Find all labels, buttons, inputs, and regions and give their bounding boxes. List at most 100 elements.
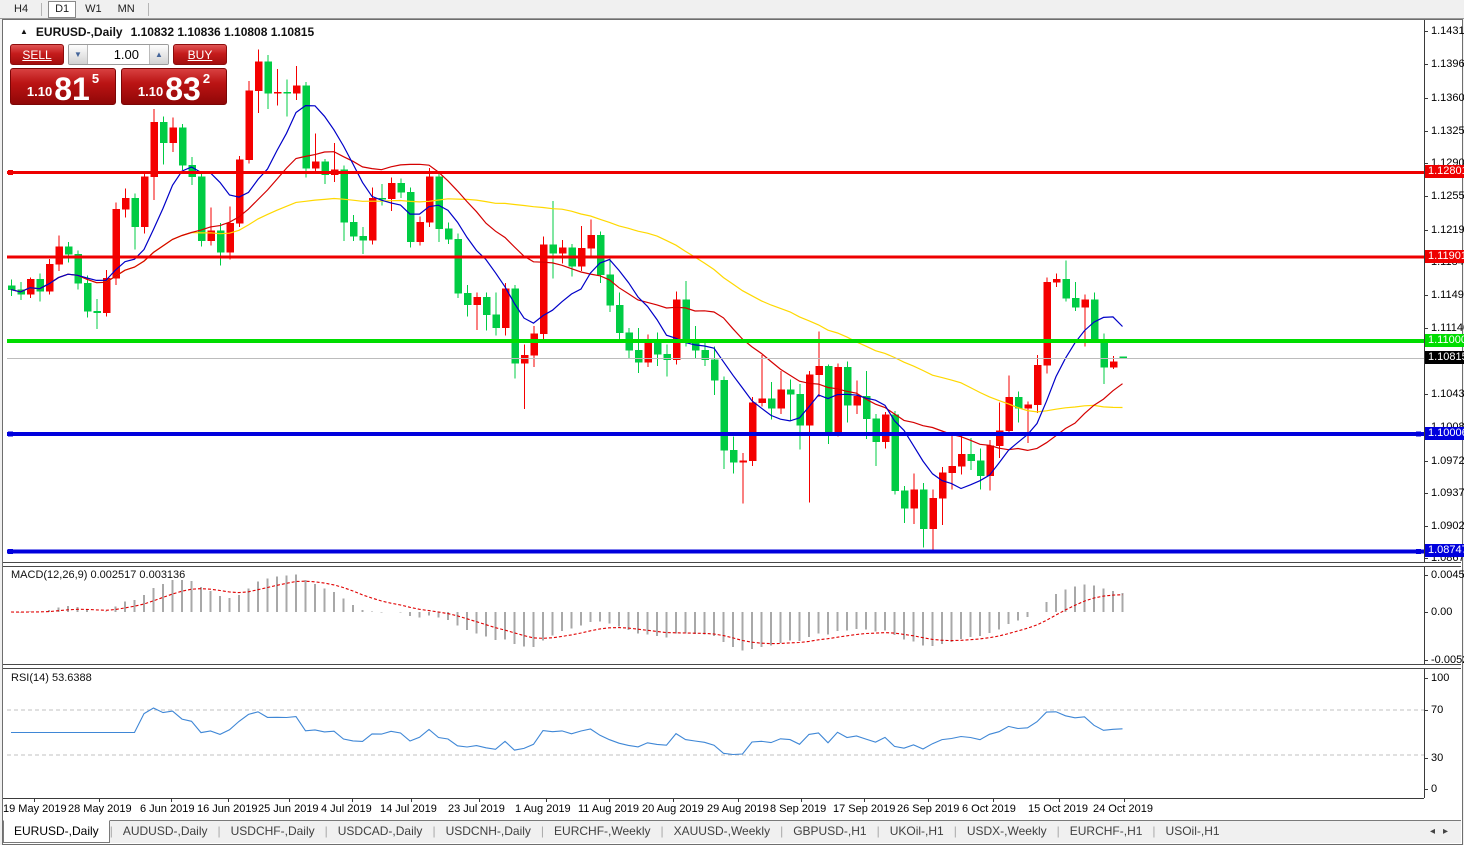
sell-price-sup: 5 bbox=[91, 71, 100, 86]
price-axis-line bbox=[1424, 20, 1425, 798]
date-tick-mark bbox=[864, 799, 865, 802]
date-tick-mark bbox=[352, 799, 353, 802]
symbol-tab-eurchfweekly[interactable]: EURCHF-,Weekly bbox=[554, 824, 651, 838]
level-line-handle[interactable] bbox=[1416, 431, 1421, 437]
price-tick-mark bbox=[1424, 31, 1428, 32]
volume-input[interactable] bbox=[88, 45, 149, 64]
ma-slow-line bbox=[10, 197, 1123, 413]
date-label: 15 Oct 2019 bbox=[1028, 803, 1088, 815]
timeframe-toolbar: H4 D1 W1 MN bbox=[0, 0, 1464, 19]
sell-button[interactable]: SELL bbox=[10, 44, 64, 65]
symbol-tab-ukoilh1[interactable]: UKOil-,H1 bbox=[889, 824, 944, 838]
tab-separator: | bbox=[432, 824, 436, 838]
timeframe-button-w1[interactable]: W1 bbox=[85, 2, 102, 15]
symbol-tab-usoilh1[interactable]: USOil-,H1 bbox=[1165, 824, 1220, 838]
symbol-tab-usdchfdaily[interactable]: USDCHF-,Daily bbox=[230, 824, 315, 838]
date-tick-mark bbox=[34, 799, 35, 802]
date-label: 4 Jul 2019 bbox=[321, 803, 372, 815]
price-tick-mark bbox=[1424, 98, 1428, 99]
chart-symbol-label: EURUSD-,Daily bbox=[35, 25, 123, 39]
date-label: 14 Jul 2019 bbox=[380, 803, 437, 815]
price-level-badge: 1.10006 bbox=[1425, 427, 1464, 440]
tab-scroll-right-icon[interactable]: ▸ bbox=[1442, 826, 1456, 837]
date-tick-mark bbox=[546, 799, 547, 802]
rsi-tick-label: 70 bbox=[1431, 704, 1444, 716]
macd-label: MACD(12,26,9) 0.002517 0.003136 bbox=[11, 569, 186, 581]
date-tick-mark bbox=[171, 799, 172, 802]
one-click-trading-panel: SELL ▼ ▲ BUY 1.10 81 5 1.10 83 2 bbox=[10, 44, 227, 105]
date-label: 19 May 2019 bbox=[3, 803, 67, 815]
macd-tick-label: -0.005205 bbox=[1431, 654, 1464, 666]
volume-spinner: ▼ ▲ bbox=[68, 44, 169, 65]
symbol-tab-eurchfh1[interactable]: EURCHF-,H1 bbox=[1069, 824, 1143, 838]
toolbar-separator bbox=[41, 2, 43, 16]
symbol-tab-eurusddaily[interactable]: EURUSD-,Daily bbox=[3, 820, 110, 843]
symbol-tab-usdcnhdaily[interactable]: USDCNH-,Daily bbox=[445, 824, 531, 838]
symbol-tab-usdxweekly[interactable]: USDX-,Weekly bbox=[966, 824, 1047, 838]
symbol-tab-gbpusdh1[interactable]: GBPUSD-,H1 bbox=[793, 824, 867, 838]
price-tick-mark bbox=[1424, 64, 1428, 65]
spin-down-icon: ▼ bbox=[74, 50, 82, 59]
level-line-handle[interactable] bbox=[8, 170, 13, 176]
ma-fast-line bbox=[10, 104, 1123, 490]
rsi-tick-mark bbox=[1424, 789, 1428, 790]
level-line-handle[interactable] bbox=[1416, 549, 1421, 555]
date-label: 23 Jul 2019 bbox=[448, 803, 505, 815]
level-line-handle[interactable] bbox=[8, 549, 13, 555]
tab-scroll-left-icon[interactable]: ◂ bbox=[1429, 826, 1443, 837]
time-axis-line bbox=[3, 798, 1424, 799]
chart-canvas[interactable] bbox=[7, 20, 1424, 562]
tab-separator: | bbox=[1152, 824, 1156, 838]
timeframe-button-d1[interactable]: D1 bbox=[48, 0, 77, 18]
price-level-badge: 1.12801 bbox=[1425, 165, 1464, 178]
rsi-tick-mark bbox=[1424, 758, 1428, 759]
toolbar-separator bbox=[147, 2, 149, 16]
buy-button[interactable]: BUY bbox=[173, 44, 227, 65]
date-label: 29 Aug 2019 bbox=[707, 803, 769, 815]
macd-histogram bbox=[19, 574, 1124, 651]
tab-separator: | bbox=[324, 824, 328, 838]
volume-decrease-button[interactable]: ▼ bbox=[69, 45, 88, 64]
rsi-label: RSI(14) 53.6388 bbox=[11, 672, 92, 684]
tab-separator: | bbox=[1056, 824, 1060, 838]
macd-panel[interactable] bbox=[7, 566, 1424, 664]
macd-tick-mark bbox=[1424, 575, 1428, 576]
symbol-tab-audusddaily[interactable]: AUDUSD-,Daily bbox=[122, 824, 208, 838]
macd-splitter[interactable] bbox=[3, 562, 1461, 567]
date-label: 16 Jun 2019 bbox=[197, 803, 258, 815]
sell-price-panel[interactable]: 1.10 81 5 bbox=[10, 68, 116, 105]
price-tick-label: 1.12190 bbox=[1431, 224, 1464, 236]
rsi-splitter[interactable] bbox=[3, 664, 1461, 669]
tab-separator: | bbox=[876, 824, 880, 838]
price-tick-label: 1.11140 bbox=[1431, 322, 1464, 334]
rsi-tick-label: 100 bbox=[1431, 672, 1450, 684]
rsi-tick-mark bbox=[1424, 678, 1428, 679]
date-tick-mark bbox=[673, 799, 674, 802]
timeframe-button-mn[interactable]: MN bbox=[117, 2, 135, 15]
volume-increase-button[interactable]: ▲ bbox=[149, 45, 168, 64]
date-label: 1 Aug 2019 bbox=[515, 803, 571, 815]
tab-separator: | bbox=[109, 824, 113, 838]
tab-separator: | bbox=[780, 824, 784, 838]
buy-price-panel[interactable]: 1.10 83 2 bbox=[121, 68, 227, 105]
tab-separator: | bbox=[540, 824, 545, 838]
symbol-tab-usdcaddaily[interactable]: USDCAD-,Daily bbox=[337, 824, 423, 838]
date-tick-mark bbox=[1059, 799, 1060, 802]
date-tick-mark bbox=[1124, 799, 1125, 802]
symbol-tab-xauusdweekly[interactable]: XAUUSD-,Weekly bbox=[673, 824, 771, 838]
price-tick-mark bbox=[1424, 394, 1428, 395]
date-tick-mark bbox=[479, 799, 480, 802]
timeframe-button-h4[interactable]: H4 bbox=[14, 2, 29, 15]
price-level-badge: 1.11000 bbox=[1425, 334, 1464, 347]
rsi-line bbox=[11, 707, 1123, 756]
spin-up-icon: ▲ bbox=[155, 50, 163, 59]
price-tick-label: 1.13250 bbox=[1431, 125, 1464, 137]
level-line-handle[interactable] bbox=[8, 431, 13, 437]
ma-mid-line bbox=[10, 151, 1123, 452]
date-label: 26 Sep 2019 bbox=[897, 803, 960, 815]
macd-tick-mark bbox=[1424, 660, 1428, 661]
rsi-panel[interactable] bbox=[7, 668, 1424, 798]
price-tick-mark bbox=[1424, 131, 1428, 132]
price-tick-label: 1.11490 bbox=[1431, 289, 1464, 301]
